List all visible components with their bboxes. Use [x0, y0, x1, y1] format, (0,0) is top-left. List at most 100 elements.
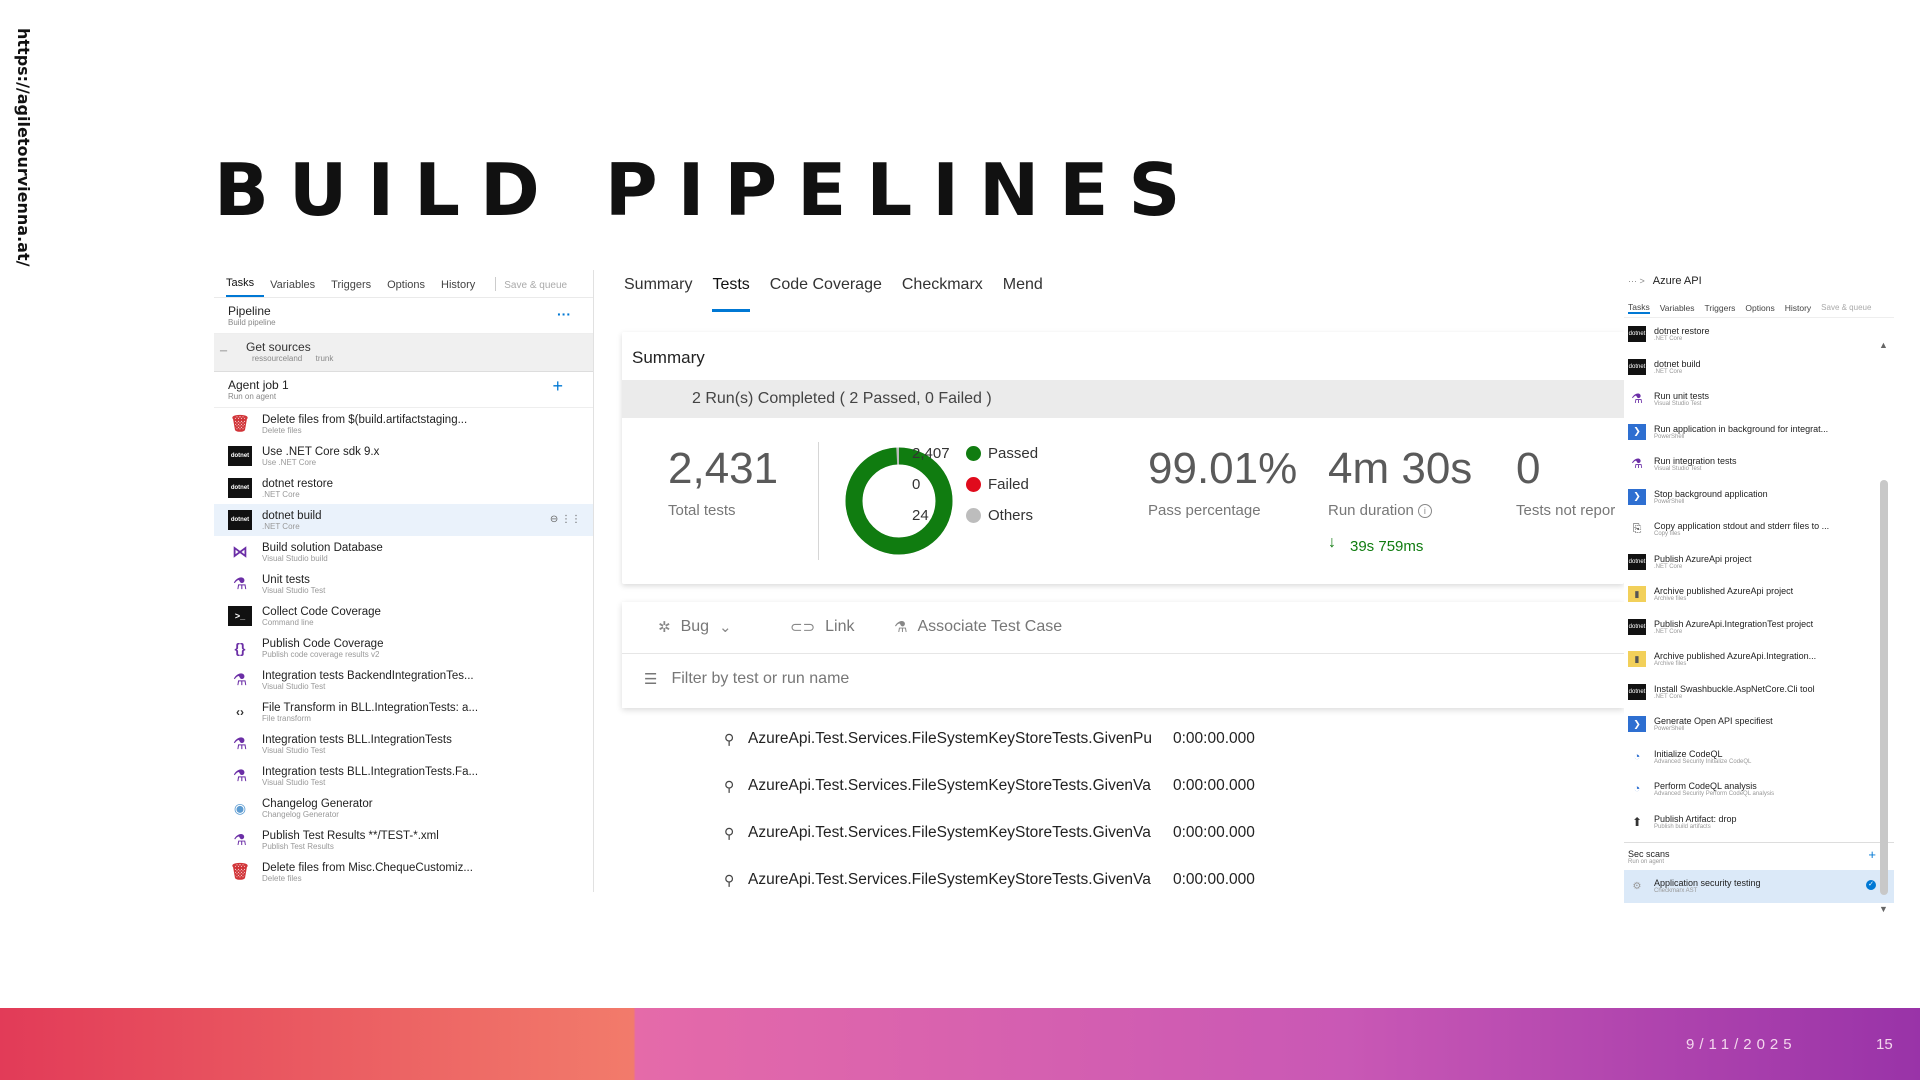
sec-scans-row[interactable]: Sec scans Run on agent +: [1624, 842, 1894, 870]
flask-icon: ⚗: [1631, 456, 1643, 472]
task-subtitle: .NET Core: [1654, 628, 1683, 635]
task-row[interactable]: dotnet dotnet build .NET Core ⊖ ⋮⋮: [214, 504, 593, 536]
security-task-row[interactable]: ⚙ Application security testing Checkmarx…: [1624, 870, 1894, 903]
task-title: Publish AzureApi.IntegrationTest project: [1654, 618, 1814, 629]
task-row[interactable]: ▮ Archive published AzureApi project Archi…: [1624, 578, 1894, 611]
passed-dot-icon: [966, 446, 981, 461]
task-row[interactable]: dotnet Publish AzureApi.IntegrationTest p…: [1624, 611, 1894, 644]
task-row[interactable]: ⚗ Publish Test Results **/TEST-*.xml Publi…: [214, 824, 593, 856]
agent-job-row[interactable]: Agent job 1 Run on agent +: [214, 372, 593, 408]
not-reported-value: 0: [1516, 444, 1541, 493]
task-row[interactable]: ❯ Generate Open API specifiest PowerShell: [1624, 708, 1894, 741]
task-row[interactable]: ❯ Stop background application PowerShell: [1624, 481, 1894, 514]
more-icon[interactable]: ···: [557, 306, 571, 322]
task-title: dotnet restore: [262, 477, 333, 490]
task-row[interactable]: ◔ Perform CodeQL analysis Advanced Securit…: [1624, 773, 1894, 806]
task-row[interactable]: dotnet Use .NET Core sdk 9.x Use .NET Core: [214, 440, 593, 472]
task-title: Copy application stdout and stderr files…: [1654, 521, 1830, 532]
test-result-icon: ⚲: [724, 777, 735, 794]
sec-scans-subtitle: Run on agent: [1628, 859, 1665, 865]
tab-checkmarx[interactable]: Checkmarx: [901, 276, 983, 293]
tab-options[interactable]: Options: [1745, 302, 1775, 313]
tab-history[interactable]: History: [1784, 302, 1812, 313]
save-queue-button[interactable]: Save & queue: [1821, 303, 1872, 312]
task-row[interactable]: ⋈ Build solution Database Visual Studio bu…: [214, 536, 593, 568]
task-row[interactable]: dotnet dotnet restore .NET Core: [1624, 318, 1894, 351]
task-subtitle: PowerShell: [1654, 433, 1685, 440]
tab-code-coverage[interactable]: Code Coverage: [769, 276, 882, 293]
test-result-row[interactable]: ⚲ AzureApi.Test.Services.FileSystemKeySt…: [724, 771, 1273, 801]
legend-passed: 2,407 Passed: [912, 445, 1039, 462]
braces-icon: {}: [234, 640, 246, 656]
task-row[interactable]: ⬆ Publish Artifact: drop Publish build art…: [1624, 806, 1894, 839]
tab-triggers[interactable]: Triggers: [1704, 302, 1736, 313]
test-result-row[interactable]: ⚲ AzureApi.Test.Services.FileSystemKeySt…: [724, 818, 1273, 848]
task-subtitle: Delete files: [262, 873, 302, 883]
donut-passed-segment: [845, 447, 953, 555]
task-row[interactable]: dotnet dotnet restore .NET Core: [214, 472, 593, 504]
tab-triggers[interactable]: Triggers: [331, 279, 372, 291]
tab-tasks[interactable]: Tasks: [226, 277, 265, 297]
dotnet-icon: dotnet: [228, 446, 252, 466]
task-row[interactable]: ⚗ Run unit tests Visual Studio Test: [1624, 383, 1894, 416]
dotnet-icon: dotnet: [1628, 618, 1646, 635]
get-sources-row[interactable]: ─ Get sources ressourceland trunk: [214, 334, 593, 372]
test-result-row[interactable]: ⚲ AzureApi.Test.Services.FileSystemKeySt…: [724, 865, 1273, 895]
runs-completed-bar[interactable]: 2 Run(s) Completed ( 2 Passed, 0 Failed …: [622, 380, 1624, 418]
task-row[interactable]: ⚗ Run integration tests Visual Studio Test: [1624, 448, 1894, 481]
breadcrumb[interactable]: ··· >: [1628, 276, 1645, 286]
filter-input[interactable]: ☰ Filter by test or run name: [644, 670, 850, 688]
task-row[interactable]: 🗑 Delete files from $(build.artifactstagi…: [214, 408, 593, 440]
task-row[interactable]: >_ Collect Code Coverage Command line: [214, 600, 593, 632]
test-result-row[interactable]: ⚲ AzureApi.Test.Services.FileSystemKeySt…: [724, 724, 1273, 754]
agent-job-title: Agent job 1: [228, 378, 289, 392]
tab-variables[interactable]: Variables: [1659, 302, 1695, 313]
bug-button[interactable]: ✲ Bug ⌄: [658, 618, 732, 636]
task-subtitle: Visual Studio Test: [1654, 466, 1702, 473]
task-row[interactable]: ⚗ Integration tests BLL.IntegrationTests V…: [214, 728, 593, 760]
task-title: Run unit tests: [1654, 391, 1710, 402]
tab-tests[interactable]: Tests: [712, 272, 750, 312]
right-task-list: dotnet dotnet restore .NET Core dotnet dotne…: [1624, 318, 1894, 838]
task-row[interactable]: dotnet Publish AzureApi project .NET Core: [1624, 546, 1894, 579]
pipeline-row[interactable]: Pipeline Build pipeline ···: [214, 298, 593, 334]
task-list: 🗑 Delete files from $(build.artifactstagi…: [214, 408, 593, 888]
task-row[interactable]: ⚗ Unit tests Visual Studio Test: [214, 568, 593, 600]
tab-variables[interactable]: Variables: [270, 279, 316, 291]
task-subtitle: Visual Studio Test: [262, 681, 326, 691]
footer-gradient-bar: [0, 1008, 1920, 1080]
task-row[interactable]: ⚗ Integration tests BackendIntegrationTes…: [214, 664, 593, 696]
task-row[interactable]: {} Publish Code Coverage Publish code cove…: [214, 632, 593, 664]
task-row[interactable]: dotnet Install Swashbuckle.AspNetCore.Cli…: [1624, 676, 1894, 709]
task-row[interactable]: ⎘ Copy application stdout and stderr file…: [1624, 513, 1894, 546]
tab-mend[interactable]: Mend: [1002, 276, 1043, 293]
task-row[interactable]: ‹› File Transform in BLL.IntegrationTests…: [214, 696, 593, 728]
add-task-icon[interactable]: +: [1868, 847, 1876, 862]
task-row[interactable]: ◉ Changelog Generator Changelog Generator: [214, 792, 593, 824]
save-queue-button[interactable]: Save & queue: [504, 280, 568, 291]
add-task-icon[interactable]: +: [552, 376, 563, 396]
link-button[interactable]: ⊂⊃ Link: [790, 618, 855, 636]
associate-test-case-button[interactable]: ⚗ Associate Test Case: [894, 618, 1063, 636]
right-scrollbar[interactable]: ▲ ▼: [1879, 340, 1888, 914]
task-row[interactable]: 🗑 Delete files from Misc.ChequeCustomiz..…: [214, 856, 593, 888]
task-subtitle: PowerShell: [1654, 498, 1685, 505]
task-row[interactable]: ❯ Run application in background for integ…: [1624, 416, 1894, 449]
task-row[interactable]: ▮ Archive published AzureApi.Integration.…: [1624, 643, 1894, 676]
legend-failed: 0 Failed: [912, 476, 1029, 493]
task-row[interactable]: ⚗ Integration tests BLL.IntegrationTests.…: [214, 760, 593, 792]
test-result-icon: ⚲: [724, 730, 735, 747]
drag-handle-icon[interactable]: ⊖ ⋮⋮: [549, 514, 581, 525]
tab-history[interactable]: History: [441, 279, 476, 291]
tab-options[interactable]: Options: [387, 279, 426, 291]
run-duration-delta: 39s 759ms: [1350, 538, 1424, 555]
task-row[interactable]: ◔ Initialize CodeQL Advanced Security Init…: [1624, 741, 1894, 774]
tab-summary[interactable]: Summary: [624, 276, 693, 293]
tab-tasks[interactable]: Tasks: [1628, 301, 1650, 314]
trash-icon: 🗑: [229, 864, 251, 881]
test-summary-card: Summary 2 Run(s) Completed ( 2 Passed, 0…: [622, 332, 1624, 584]
test-duration: 0:00:00.000: [1173, 730, 1255, 747]
tab-separator: [495, 277, 497, 291]
task-row[interactable]: dotnet dotnet build .NET Core: [1624, 351, 1894, 384]
task-title: Publish Test Results **/TEST-*.xml: [262, 829, 439, 842]
